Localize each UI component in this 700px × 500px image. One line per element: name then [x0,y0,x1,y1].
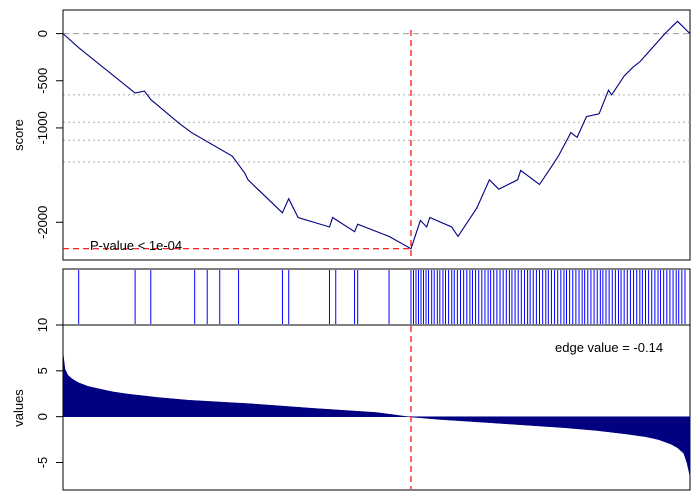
score-reference-lines [63,33,690,163]
running-score-line [62,20,691,250]
values-y-axis: 10 5 0 -5 [35,318,64,469]
score-y-label: score [11,119,26,151]
p-value-annotation: P-value < 1e-04 [90,238,182,253]
values-area-group [62,352,691,477]
values-y-label: values [11,389,26,427]
score-tick-label: -1000 [35,111,50,144]
hit-rug [78,270,686,324]
max-position-markers [63,30,412,489]
ranked-values-area [62,352,691,477]
score-line-group [62,20,691,250]
values-tick-label: 10 [35,318,50,332]
score-y-axis: 0 -500 -1000 -2000 [35,30,64,239]
values-tick-label: -5 [35,457,50,469]
score-tick-label: 0 [35,30,50,37]
score-tick-label: -2000 [35,206,50,239]
values-tick-label: 5 [35,367,50,374]
score-panel-frame [62,9,691,261]
score-tick-label: -500 [35,68,50,94]
values-tick-label: 0 [35,413,50,420]
rug-panel-frame [62,268,691,326]
edge-value-annotation: edge value = -0.14 [555,340,663,355]
